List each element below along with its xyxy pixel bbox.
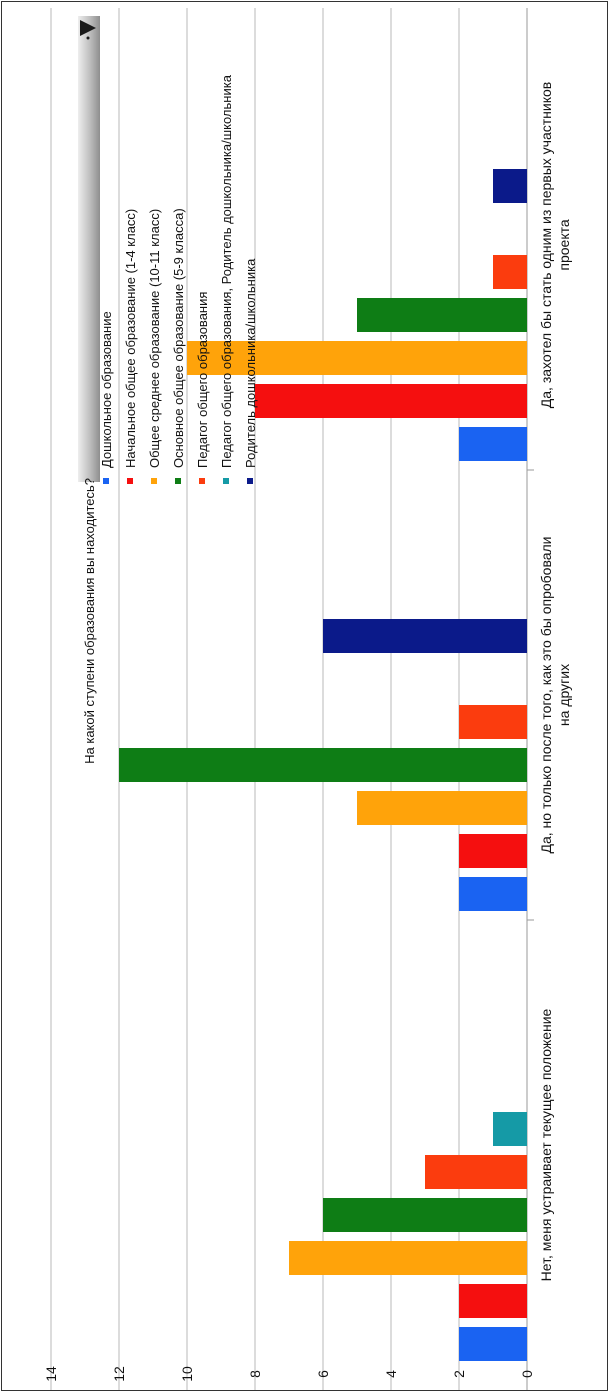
legend-swatch — [199, 478, 205, 484]
legend-item: Начальное общее образование (1-4 класс) — [123, 209, 138, 484]
category-label-line: на других — [556, 664, 572, 726]
bar-5-cat-3 — [425, 1155, 527, 1189]
legend-title: На какой ступени образования вы находите… — [82, 478, 97, 764]
bar-2-cat-1 — [255, 384, 527, 418]
bar-7-cat-2 — [323, 619, 527, 653]
bar-3-cat-3 — [289, 1241, 527, 1275]
legend-item: Основное общее образование (5-9 класса) — [171, 208, 186, 484]
gridlines — [50, 8, 528, 1390]
legend-swatch — [223, 478, 229, 484]
legend-label: Педагог общего образования, Родитель дош… — [219, 74, 234, 468]
category-label-line: Да, но только после того, как это бы опр… — [538, 537, 554, 854]
bars — [119, 169, 527, 1361]
tick-label-8: 8 — [247, 1370, 263, 1378]
tick-label-6: 6 — [315, 1370, 331, 1378]
bar-7-cat-1 — [493, 169, 527, 203]
bar-3-cat-1 — [187, 341, 527, 375]
category-label-line: Нет, меня устраивает текущее положение — [538, 1008, 554, 1281]
legend-item: Дошкольное образование — [99, 311, 114, 484]
legend-label: Основное общее образование (5-9 класса) — [171, 208, 186, 468]
bar-2-cat-2 — [459, 834, 527, 868]
tick-label-14: 14 — [43, 1366, 59, 1382]
legend-items: Дошкольное образование Начальное общее об… — [99, 74, 258, 484]
legend-swatch — [103, 478, 109, 484]
legend-label: Начальное общее образование (1-4 класс) — [123, 209, 138, 468]
tick-label-2: 2 — [451, 1370, 467, 1378]
value-axis: 0 2 4 6 8 10 12 14 — [43, 1366, 535, 1382]
bar-1-cat-1 — [459, 427, 527, 461]
bar-6-cat-3 — [493, 1112, 527, 1146]
category-label: Нет, меня устраивает текущее положение — [538, 1008, 554, 1281]
legend-swatch — [175, 478, 181, 484]
bar-1-cat-3 — [459, 1327, 527, 1361]
bar-5-cat-1 — [493, 255, 527, 289]
legend-filter-button[interactable]: На какой ступени образования вы находите… — [78, 16, 100, 764]
legend-item: Общее среднее образование (10-11 класс) — [147, 209, 162, 484]
legend: На какой ступени образования вы находите… — [78, 16, 258, 764]
bar-1-cat-2 — [459, 877, 527, 911]
dropdown-arrow-icon[interactable] — [80, 20, 96, 36]
bar-4-cat-1 — [357, 298, 527, 332]
legend-swatch — [151, 478, 157, 484]
tick-label-12: 12 — [111, 1366, 127, 1382]
tick-label-10: 10 — [179, 1366, 195, 1382]
legend-item: Педагог общего образования, Родитель дош… — [219, 74, 234, 484]
legend-item: Педагог общего образования — [195, 292, 210, 484]
legend-label: Общее среднее образование (10-11 класс) — [147, 209, 162, 468]
tick-label-0: 0 — [519, 1370, 535, 1378]
bar-2-cat-3 — [459, 1284, 527, 1318]
legend-label: Родитель дошкольника/школьника — [243, 258, 258, 468]
category-axis: Да, захотел бы стать одним из первых уча… — [527, 82, 572, 1281]
legend-item: Родитель дошкольника/школьника — [243, 258, 258, 484]
legend-label: Дошкольное образование — [99, 311, 114, 468]
bar-3-cat-2 — [357, 791, 527, 825]
bar-4-cat-2 — [119, 748, 527, 782]
legend-swatch — [127, 478, 133, 484]
tick-label-4: 4 — [383, 1370, 399, 1378]
legend-swatch — [247, 478, 253, 484]
legend-label: Педагог общего образования — [195, 292, 210, 468]
category-label: Да, но только после того, как это бы опр… — [538, 537, 572, 854]
category-label-line: проекта — [556, 219, 572, 270]
bar-4-cat-3 — [323, 1198, 527, 1232]
bar-5-cat-2 — [459, 705, 527, 739]
category-label: Да, захотел бы стать одним из первых уча… — [538, 82, 572, 408]
legend-filter-background[interactable] — [78, 16, 100, 482]
dropdown-dot-icon — [86, 36, 90, 40]
category-label-line: Да, захотел бы стать одним из первых уча… — [538, 82, 554, 408]
